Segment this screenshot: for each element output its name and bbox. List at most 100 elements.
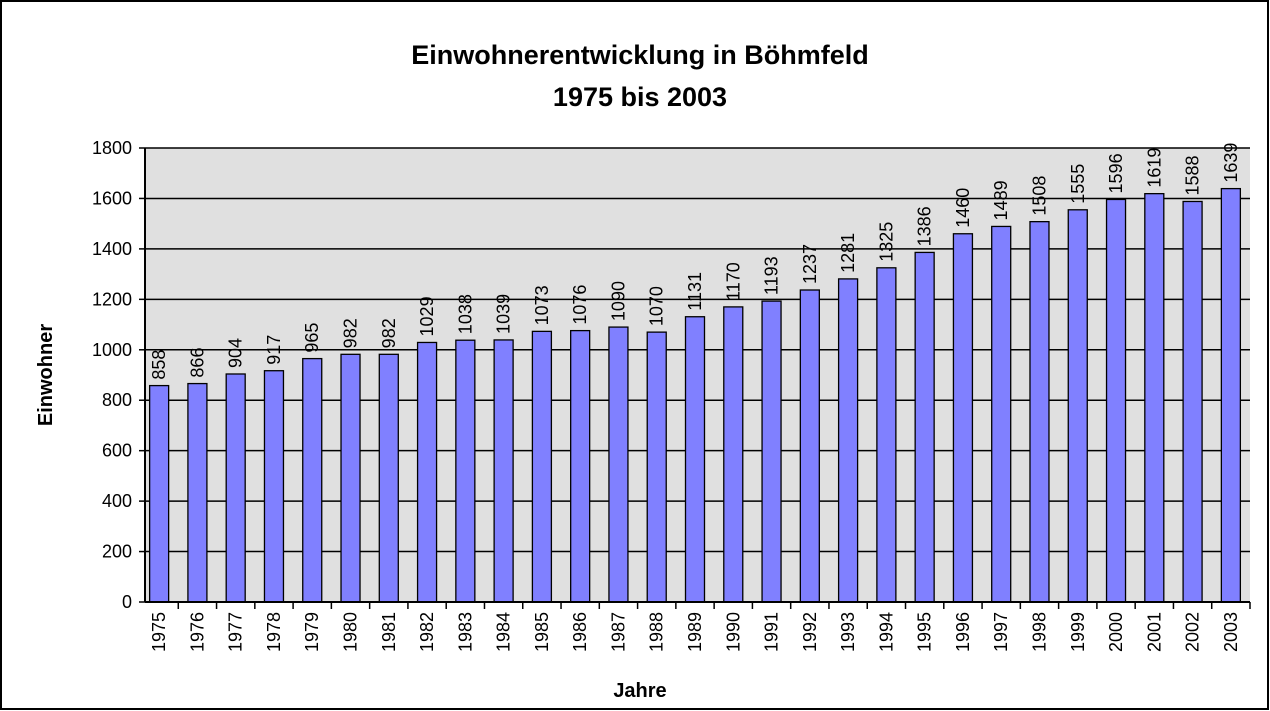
x-tick-label: 1977	[226, 612, 246, 652]
x-tick-label: 1987	[608, 612, 628, 652]
x-tick-label: 1995	[915, 612, 935, 652]
x-tick-label: 1980	[341, 612, 361, 652]
x-axis-label: Jahre	[613, 680, 666, 702]
x-tick-label: 1993	[838, 612, 858, 652]
bar	[263, 370, 285, 603]
value-label: 858	[149, 350, 169, 380]
x-tick-label: 1988	[647, 612, 667, 652]
x-tick-label: 1975	[149, 612, 169, 652]
bar	[378, 353, 399, 603]
bar	[723, 306, 744, 603]
bar	[914, 251, 935, 603]
bar	[1105, 198, 1127, 603]
y-tick-label: 400	[102, 491, 132, 511]
value-label: 1029	[417, 296, 437, 336]
bar	[684, 316, 706, 603]
y-axis-label: Einwohner	[35, 324, 57, 426]
value-label: 917	[264, 335, 284, 365]
bar	[799, 289, 820, 603]
value-label: 1076	[570, 285, 590, 325]
value-label: 1508	[1029, 176, 1049, 216]
bar	[187, 382, 208, 603]
y-tick-label: 1000	[92, 340, 132, 360]
bar	[302, 357, 323, 603]
bar	[1067, 209, 1088, 603]
y-tick-label: 0	[122, 592, 132, 612]
x-tick-label: 1976	[187, 612, 207, 652]
bar	[991, 225, 1012, 603]
y-tick-label: 800	[102, 390, 132, 410]
value-label: 1639	[1221, 143, 1241, 183]
value-label: 1038	[455, 294, 475, 334]
x-tick-label: 2001	[1144, 612, 1164, 652]
value-label: 1489	[991, 180, 1011, 220]
bar	[570, 329, 591, 603]
bar	[952, 233, 974, 603]
value-label: 1619	[1144, 148, 1164, 188]
value-label: 1070	[647, 286, 667, 326]
value-label: 965	[302, 323, 322, 353]
value-label: 1039	[494, 294, 514, 334]
bar	[876, 267, 897, 603]
bar	[761, 300, 782, 603]
value-label: 1460	[953, 188, 973, 228]
x-tick-label: 2002	[1183, 612, 1203, 652]
y-tick-label: 1400	[92, 239, 132, 259]
bar	[493, 339, 514, 603]
x-tick-label: 1986	[570, 612, 590, 652]
bar	[148, 384, 170, 603]
value-label: 1325	[876, 222, 896, 262]
value-label: 1588	[1183, 155, 1203, 195]
x-tick-label: 1991	[762, 612, 782, 652]
y-tick-label: 1800	[92, 138, 132, 158]
bar	[455, 339, 476, 603]
x-tick-label: 1978	[264, 612, 284, 652]
value-label: 1237	[800, 244, 820, 284]
bar	[416, 341, 438, 603]
value-label: 1170	[723, 262, 743, 301]
x-tick-label: 1982	[417, 612, 437, 652]
x-tick-label: 1992	[800, 612, 820, 652]
bar	[1220, 187, 1242, 603]
value-label: 1090	[608, 281, 628, 321]
bar	[340, 353, 361, 603]
bar	[1144, 193, 1165, 603]
y-tick-label: 1200	[92, 289, 132, 309]
x-tick-label: 1981	[379, 612, 399, 652]
chart-title: Einwohnerentwicklung in Böhmfeld	[411, 40, 869, 70]
value-label: 1131	[685, 272, 705, 311]
bar	[1029, 220, 1050, 603]
value-label: 866	[187, 348, 207, 378]
x-tick-label: 2003	[1221, 612, 1241, 652]
x-tick-label: 1989	[685, 612, 705, 652]
x-tick-label: 1990	[723, 612, 743, 652]
x-tick-label: 1983	[455, 612, 475, 652]
value-label: 1281	[838, 233, 858, 273]
value-label: 1073	[532, 285, 552, 325]
y-tick-label: 600	[102, 441, 132, 461]
bar	[837, 278, 859, 603]
chart-subtitle: 1975 bis 2003	[553, 82, 727, 112]
value-label: 1193	[762, 256, 782, 295]
y-tick-label: 1600	[92, 188, 132, 208]
bar	[531, 330, 553, 603]
x-tick-label: 1996	[953, 612, 973, 652]
value-label: 982	[341, 318, 361, 348]
x-tick-label: 1984	[494, 612, 514, 652]
value-label: 1555	[1068, 164, 1088, 204]
x-tick-label: 1999	[1068, 612, 1088, 652]
bar	[646, 331, 667, 603]
y-tick-label: 200	[102, 542, 132, 562]
value-label: 1596	[1106, 153, 1126, 193]
x-tick-label: 1998	[1029, 612, 1049, 652]
bar	[225, 373, 246, 603]
bar	[1182, 200, 1203, 603]
x-tick-label: 2000	[1106, 612, 1126, 652]
value-label: 904	[226, 338, 246, 368]
x-tick-label: 1997	[991, 612, 1011, 652]
x-tick-label: 1985	[532, 612, 552, 652]
x-tick-label: 1979	[302, 612, 322, 652]
x-tick-label: 1994	[876, 612, 896, 652]
bar	[608, 326, 629, 603]
